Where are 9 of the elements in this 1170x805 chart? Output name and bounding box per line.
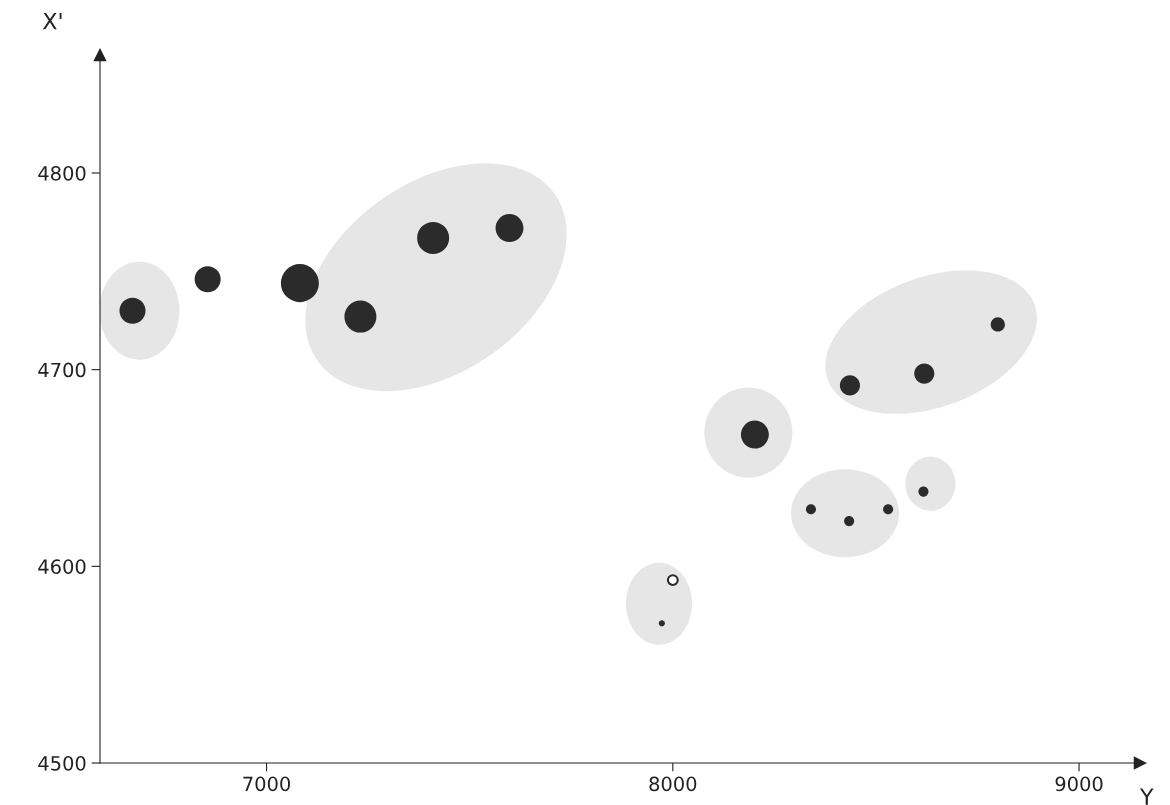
y-axis-title: X'	[42, 12, 62, 30]
x-tick-label: 8000	[649, 776, 697, 792]
y-tick-label: 4500	[38, 755, 86, 771]
y-tick-label: 4800	[38, 165, 86, 181]
x-axis-title: Y	[1139, 788, 1154, 805]
x-tick-label: 7000	[243, 776, 291, 792]
y-tick-label: 4700	[38, 362, 86, 378]
y-tick-label: 4600	[38, 559, 86, 574]
x-tick-label: 9000	[1055, 776, 1103, 792]
